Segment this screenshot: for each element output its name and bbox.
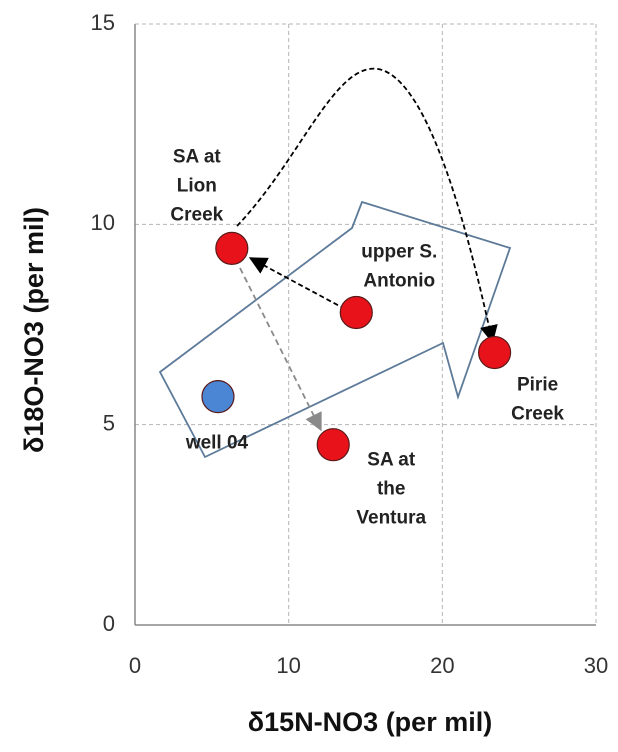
dashed-arrow xyxy=(239,267,322,432)
y-tick-label: 5 xyxy=(103,410,115,435)
y-tick-label: 0 xyxy=(103,611,115,636)
point-label: Lion xyxy=(177,175,217,196)
point-label: Creek xyxy=(511,404,564,425)
point-label: Creek xyxy=(170,204,223,225)
x-axis-label: δ15N-NO3 (per mil) xyxy=(248,707,492,737)
x-tick-label: 10 xyxy=(276,653,300,678)
trend-arrow-shape xyxy=(158,200,512,459)
point-label: SA at xyxy=(367,450,416,471)
x-tick-label: 20 xyxy=(430,653,454,678)
y-tick-label: 15 xyxy=(91,10,115,35)
data-point xyxy=(215,231,249,265)
point-label: Ventura xyxy=(356,508,426,529)
dashed-arrow xyxy=(248,257,346,310)
point-label: well 04 xyxy=(185,433,249,454)
y-tick-label: 10 xyxy=(91,210,115,235)
data-point xyxy=(339,295,373,330)
point-label: the xyxy=(377,479,406,500)
grid xyxy=(134,23,597,626)
point-label: Pirie xyxy=(517,375,558,396)
data-point xyxy=(201,380,235,414)
point-label: SA at xyxy=(173,146,222,167)
y-axis-label: δ18O-NO3 (per mil) xyxy=(19,207,49,453)
point-label: upper S. xyxy=(361,241,437,262)
data-point xyxy=(477,335,512,370)
dashed-curve xyxy=(236,67,498,344)
point-label: Antonio xyxy=(363,270,435,291)
x-tick-label: 0 xyxy=(129,653,141,678)
x-tick-label: 30 xyxy=(584,653,608,678)
data-point xyxy=(316,428,350,462)
